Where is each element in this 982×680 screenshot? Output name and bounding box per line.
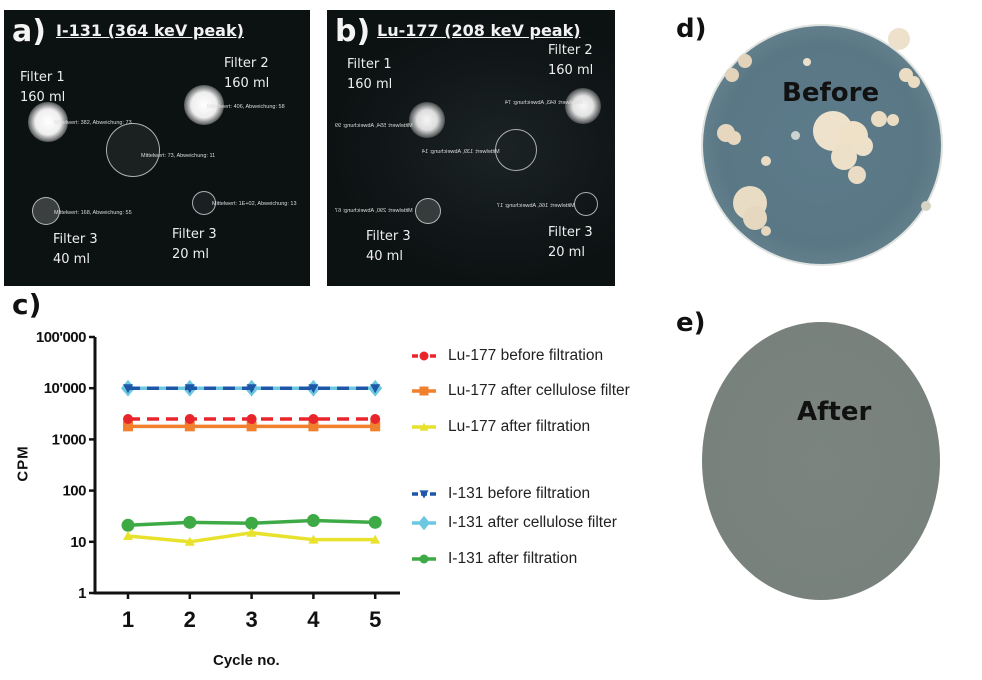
svg-text:1: 1 (78, 585, 86, 602)
annotation: Mittelwert: 73, Abweichung: 11 (141, 153, 216, 159)
panel-a-title: I-131 (364 keV peak) (56, 21, 244, 40)
roi-circle-center (495, 129, 537, 171)
hot-spot-filter-2 (184, 85, 224, 125)
annotation-mirrored: Mittelwert: 554, Abweichung: 99 (335, 123, 413, 129)
panel-a-label: a) (12, 14, 46, 49)
annotation: Mittelwert: 406, Abweichung: 58 (207, 104, 285, 110)
legend-item: I-131 before filtration (410, 483, 590, 505)
panel-b-title: Lu-177 (208 keV peak) (377, 21, 581, 40)
svg-text:100'000: 100'000 (36, 329, 86, 346)
legend-item: Lu-177 after cellulose filter (410, 380, 630, 402)
roi-circle-filter-3-40ml (415, 198, 441, 224)
diamond-marker-icon (412, 515, 436, 531)
circle-marker-icon (412, 554, 436, 564)
panel-d-label: d) (676, 14, 707, 44)
caption-after: After (797, 397, 872, 427)
annotation-mirrored: Mittelwert: 290, Abweichung: 67 (335, 208, 413, 214)
filter-label: Filter 1 160 ml (20, 70, 66, 105)
filter-label: Filter 1 160 ml (347, 57, 393, 92)
panel-b-label: b) (335, 14, 371, 49)
triangle-up-marker-icon (412, 422, 436, 431)
series-lu-177-after-filtration (123, 527, 381, 546)
panel-c-label: c) (12, 288, 42, 321)
series-i-131-before-filtration (123, 384, 381, 394)
svg-text:100: 100 (62, 483, 86, 500)
panel-a-gamma-image: a) I-131 (364 keV peak) Mittelwert: 382,… (4, 10, 310, 286)
filter-label: Filter 3 20 ml (548, 225, 593, 260)
annotation-mirrored: Mittelwert: 166, Abweichung: 17 (497, 203, 575, 209)
annotation: Mittelwert: 1E+02, Abweichung: 13 (212, 201, 297, 207)
legend-label: Lu-177 before filtration (448, 347, 604, 364)
legend-label: I-131 after filtration (448, 550, 578, 567)
legend-label: I-131 before filtration (448, 485, 591, 502)
hot-spot-filter-1 (409, 102, 445, 138)
svg-text:2: 2 (184, 607, 196, 632)
filter-label: Filter 3 20 ml (172, 227, 217, 262)
y-axis-title: CPM (14, 445, 32, 482)
cpm-line-chart: 1 10 100 1'000 10'000 100'000 1 2 3 4 5 (36, 329, 400, 632)
legend-label: Lu-177 after filtration (448, 418, 591, 435)
legend-label: I-131 after cellulose filter (448, 514, 617, 531)
roi-circle-center (106, 123, 160, 177)
roi-circle-filter-3-40ml (32, 197, 60, 225)
circle-marker-icon (412, 351, 436, 361)
roi-circle-filter-3-20ml (192, 191, 216, 215)
legend-item: I-131 after cellulose filter (410, 512, 617, 534)
annotation: Mittelwert: 382, Abweichung: 73 (54, 120, 132, 126)
legend-label: Lu-177 after cellulose filter (448, 382, 630, 399)
series-i-131-after-filtration (121, 514, 382, 532)
legend-item: Lu-177 after filtration (410, 416, 590, 438)
roi-circle-filter-3-20ml (574, 192, 598, 216)
annotation: Mittelwert: 168, Abweichung: 55 (54, 210, 132, 216)
caption-before: Before (782, 78, 880, 108)
filter-label: Filter 2 160 ml (224, 56, 270, 91)
annotation-mirrored: Mittelwert: 139, Abweichung: 14 (422, 149, 500, 155)
square-marker-icon (412, 386, 436, 396)
legend-item: I-131 after filtration (410, 548, 577, 570)
annotation-mirrored: Mittelwert: 643, Abweichung: 74 (505, 100, 583, 106)
hot-spot-filter-2 (565, 88, 601, 124)
petri-dish-before (703, 26, 941, 264)
panel-b-gamma-image: b) Lu-177 (208 keV peak) Mittelwert: 554… (327, 10, 615, 286)
x-axis-title: Cycle no. (213, 652, 280, 669)
hot-spot-filter-1 (28, 102, 68, 142)
svg-text:1: 1 (122, 607, 134, 632)
petri-dish-after (702, 322, 940, 600)
svg-text:5: 5 (369, 607, 381, 632)
filter-label: Filter 3 40 ml (366, 229, 411, 264)
series-lu-177-before-filtration (123, 414, 381, 425)
series-lu-177-after-cellulose-filter (123, 421, 381, 432)
svg-text:10: 10 (70, 534, 86, 551)
svg-text:1'000: 1'000 (52, 431, 87, 448)
svg-text:4: 4 (307, 607, 320, 632)
triangle-down-marker-icon (412, 490, 436, 499)
panel-e-label: e) (676, 308, 706, 338)
svg-text:3: 3 (245, 607, 257, 632)
svg-text:10'000: 10'000 (44, 380, 86, 397)
filter-label: Filter 3 40 ml (53, 232, 98, 267)
legend-item: Lu-177 before filtration (410, 345, 603, 367)
filter-label: Filter 2 160 ml (548, 43, 594, 78)
